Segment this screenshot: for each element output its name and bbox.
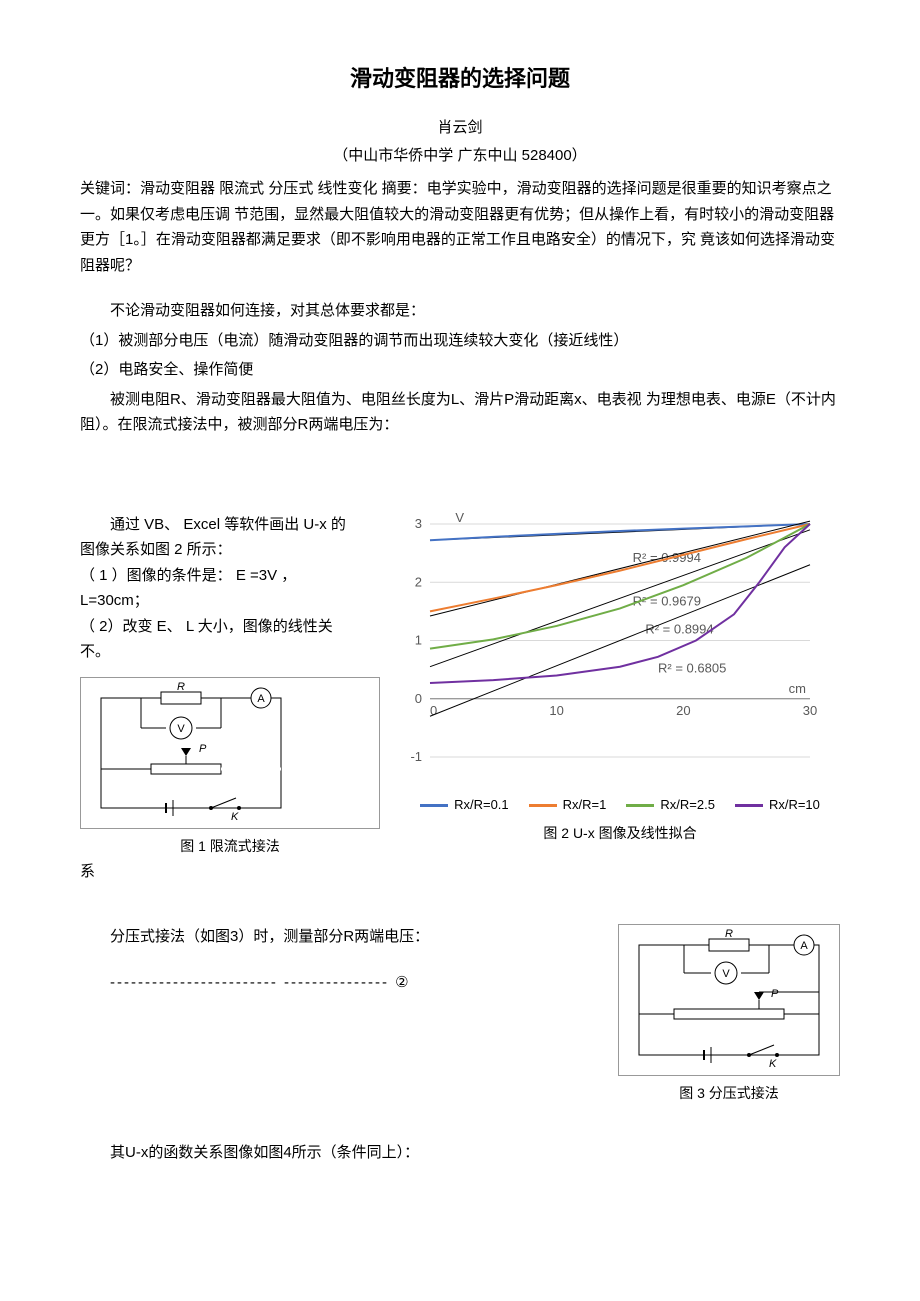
circuit-fig3: R A V P — [618, 924, 840, 1076]
intro-para: 不论滑动变阻器如何连接，对其总体要求都是： — [80, 298, 840, 324]
svg-text:-1: -1 — [410, 749, 422, 764]
svg-text:K: K — [769, 1058, 777, 1070]
svg-text:20: 20 — [676, 703, 690, 718]
affiliation: （中山市华侨中学 广东中山 528400） — [80, 143, 840, 169]
chart-legend: Rx/R=0.1 Rx/R=1 Rx/R=2.5 Rx/R=10 — [400, 794, 840, 816]
chart-fig2: -101230102030VcmR² = 0.9994R² = 0.9679R²… — [400, 512, 840, 817]
svg-text:30: 30 — [803, 703, 817, 718]
para-fig4: 其U-x的函数关系图像如图4所示（条件同上）： — [80, 1140, 840, 1166]
left-text-l3: （ 1 ）图像的条件是： E =3V ， — [80, 563, 380, 589]
left-text-l5: （ 2）改变 E、 L 大小，图像的线性关 — [80, 614, 380, 640]
fig3-caption: 图 3 分压式接法 — [618, 1082, 840, 1106]
fig2-caption: 图 2 U-x 图像及线性拟合 — [400, 822, 840, 846]
abstract: 关键词：滑动变阻器 限流式 分压式 线性变化 摘要：电学实验中，滑动变阻器的选择… — [80, 176, 840, 278]
label-P: P — [199, 743, 207, 755]
figure-row-1: 通过 VB、 Excel 等软件画出 U-x 的 图像关系如图 2 所示： （ … — [80, 512, 840, 884]
author: 肖云剑 — [80, 115, 840, 141]
svg-text:cm: cm — [789, 681, 806, 696]
page-title: 滑动变阻器的选择问题 — [80, 60, 840, 97]
label-R: R — [177, 681, 185, 693]
left-text-l6: 不。 — [80, 639, 380, 665]
formula-2: ------------------------ ---------------… — [110, 970, 588, 996]
left-text-l4: L=30cm； — [80, 588, 380, 614]
svg-text:V: V — [455, 512, 464, 525]
legend-item: Rx/R=2.5 — [626, 794, 715, 816]
svg-text:10: 10 — [549, 703, 563, 718]
legend-item: Rx/R=0.1 — [420, 794, 509, 816]
left-text-l1: 通过 VB、 Excel 等软件画出 U-x 的 — [80, 512, 380, 538]
svg-text:R² = 0.6805: R² = 0.6805 — [658, 660, 726, 675]
req-1: （1）被测部分电压（电流）随滑动变阻器的调节而出现连续较大变化（接近线性） — [80, 328, 840, 354]
svg-text:2: 2 — [415, 574, 422, 589]
label-K: K — [231, 811, 239, 823]
req-2: （2）电路安全、操作简便 — [80, 357, 840, 383]
svg-text:V: V — [722, 968, 730, 980]
svg-text:P: P — [771, 988, 779, 1000]
fig1-trailing: 系 — [80, 859, 380, 885]
circuit-fig1: R A V P — [80, 677, 380, 829]
svg-text:1: 1 — [415, 632, 422, 647]
figure-row-2: 分压式接法（如图3）时，测量部分R两端电压： -----------------… — [80, 924, 840, 1106]
label-V: V — [177, 723, 185, 735]
label-A: A — [257, 693, 265, 705]
svg-text:A: A — [800, 940, 808, 952]
svg-text:R: R — [725, 928, 733, 940]
legend-item: Rx/R=1 — [529, 794, 607, 816]
fig1-caption: 图 1 限流式接法 — [80, 835, 380, 859]
divider-para: 分压式接法（如图3）时，测量部分R两端电压： — [110, 924, 588, 950]
legend-item: Rx/R=10 — [735, 794, 820, 816]
left-text-l2: 图像关系如图 2 所示： — [80, 537, 380, 563]
svg-text:3: 3 — [415, 516, 422, 531]
svg-text:0: 0 — [415, 691, 422, 706]
setup-para: 被测电阻R、滑动变阻器最大阻值为、电阻丝长度为L、滑片P滑动距离x、电表视 为理… — [80, 387, 840, 438]
